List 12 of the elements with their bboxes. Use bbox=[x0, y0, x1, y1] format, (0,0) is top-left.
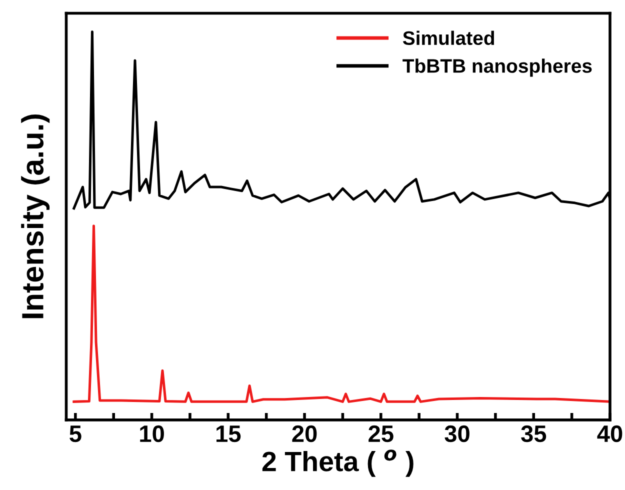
x-tick-label: 40 bbox=[597, 425, 622, 442]
x-axis-title: 2 Theta ( $^{o}$ ) bbox=[262, 450, 414, 477]
x-tick-label: 20 bbox=[292, 425, 317, 442]
legend-label: Simulated bbox=[402, 30, 494, 46]
x-tick-label: 30 bbox=[444, 425, 470, 442]
x-tick-label: 15 bbox=[216, 426, 241, 442]
x-tick-label: 10 bbox=[140, 425, 164, 442]
y-axis-title: Intensity (a.u.) bbox=[21, 114, 50, 318]
x-tick-label: 5 bbox=[70, 426, 82, 442]
legend-label: TbBTB nanospheres bbox=[402, 58, 592, 77]
x-tick-label: 25 bbox=[368, 425, 394, 442]
x-tick-label: 35 bbox=[521, 425, 546, 442]
